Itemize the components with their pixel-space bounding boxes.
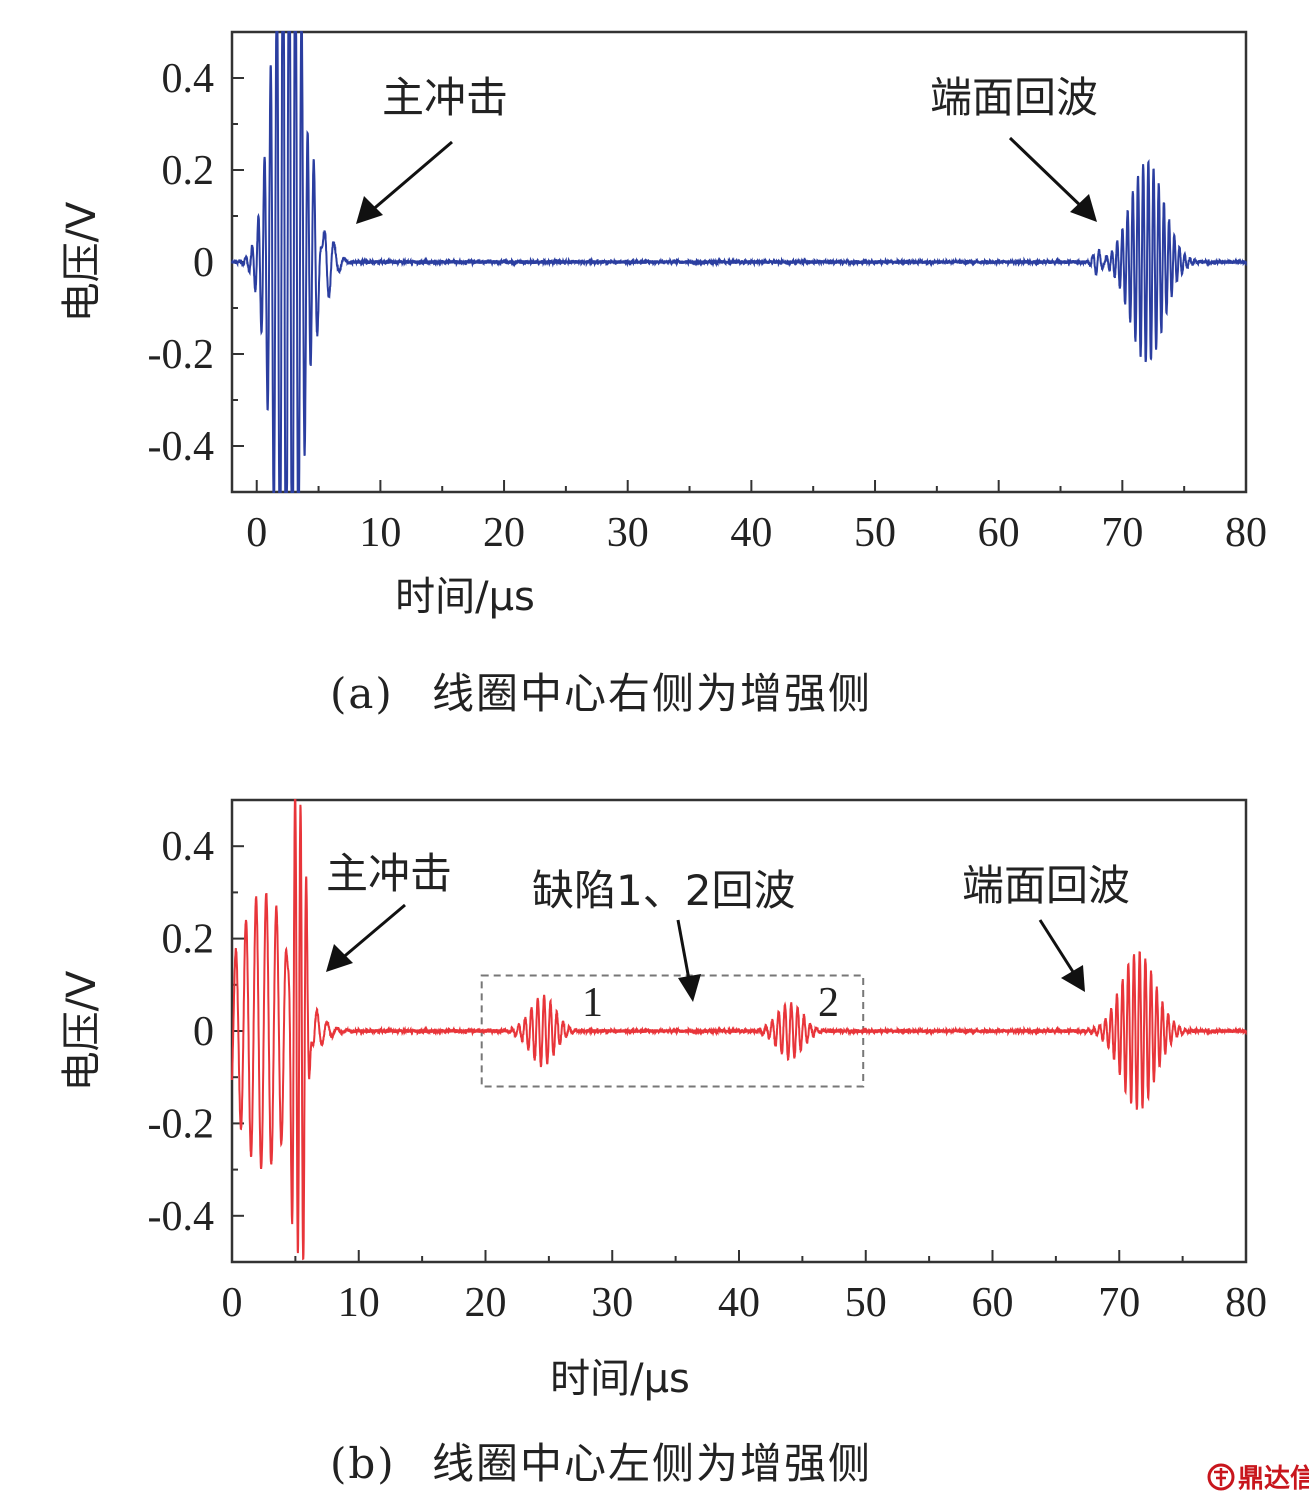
x-tick-label: 40 — [730, 510, 772, 556]
x-tick-label: 80 — [1225, 1280, 1267, 1326]
x-tick-label: 20 — [483, 510, 525, 556]
x-tick-label: 30 — [591, 1280, 633, 1326]
y-axis-title: 电压/V — [59, 970, 105, 1091]
annotation-end-echo: 端面回波 — [962, 861, 1130, 910]
x-tick-label: 70 — [1101, 510, 1143, 556]
x-tick-label: 30 — [607, 510, 649, 556]
y-tick-label: 0.2 — [162, 148, 215, 194]
caption-label-b: (b) — [330, 1439, 396, 1488]
annotation-main-impact: 主冲击 — [382, 73, 508, 122]
x-tick-label: 50 — [854, 510, 896, 556]
y-tick-label: -0.4 — [148, 424, 215, 470]
y-tick-label: 0 — [193, 240, 214, 286]
x-tick-label: 0 — [222, 1280, 243, 1326]
caption-label-a: (a) — [330, 669, 394, 718]
y-tick-labels: 0.4 0.2 0 -0.2 -0.4 — [148, 824, 215, 1240]
watermark-text: 鼎达信 — [1238, 1464, 1309, 1494]
signal-line-b — [231, 799, 1247, 1261]
x-tick-labels: 0 10 20 30 40 50 60 70 80 — [246, 510, 1267, 556]
y-tick-label: -0.2 — [148, 1101, 215, 1147]
caption-b: 线圈中心左侧为增强侧 — [432, 1439, 872, 1488]
watermark: 鼎达信 — [1207, 1463, 1309, 1494]
arrow-end-echo — [1008, 136, 1097, 222]
y-tick-labels: 0.4 0.2 0 -0.2 -0.4 — [148, 56, 215, 470]
x-tick-label: 40 — [718, 1280, 760, 1326]
y-tick-label: 0.2 — [162, 917, 215, 963]
arrow-main-impact — [356, 140, 453, 224]
y-tick-label: -0.4 — [148, 1194, 215, 1240]
dingdaxin-logo-icon — [1207, 1463, 1235, 1491]
annotation-main-impact: 主冲击 — [326, 849, 452, 898]
x-tick-label: 50 — [845, 1280, 887, 1326]
x-tick-label: 60 — [972, 1280, 1014, 1326]
x-axis-title: 时间/μs — [550, 1356, 690, 1402]
y-tick-label: 0.4 — [162, 56, 215, 102]
y-tick-label: 0 — [193, 1009, 214, 1055]
chart-panel-b: 0.40.20-0.2-0.4 0 10 20 30 40 50 60 70 80 时间/μs … — [59, 798, 1268, 1488]
arrow-defect-echo — [676, 919, 701, 1002]
y-tick-label: 0.4 — [162, 824, 215, 870]
defect-label-2: 2 — [818, 980, 839, 1026]
chart-panel-a: 0.40.20-0.2-0.4 0 10 20 30 40 50 60 70 80 时间/μs … — [59, 30, 1267, 718]
arrow-end-echo — [1038, 919, 1085, 992]
x-tick-label: 20 — [465, 1280, 507, 1326]
x-tick-label: 10 — [359, 510, 401, 556]
x-tick-labels: 0 10 20 30 40 50 60 70 80 — [222, 1280, 1268, 1326]
x-tick-label: 60 — [978, 510, 1020, 556]
x-axis-title: 时间/μs — [395, 574, 535, 620]
annotation-end-echo: 端面回波 — [930, 73, 1098, 122]
y-tick-label: -0.2 — [148, 332, 215, 378]
y-axis-title: 电压/V — [59, 201, 105, 322]
defect-label-1: 1 — [582, 980, 603, 1026]
x-tick-label: 0 — [246, 510, 267, 556]
x-tick-label: 80 — [1225, 510, 1267, 556]
annotation-defect-echo: 缺陷1、2回波 — [532, 866, 795, 915]
tick-marks — [231, 845, 1247, 1262]
x-tick-label: 10 — [338, 1280, 380, 1326]
x-tick-label: 70 — [1098, 1280, 1140, 1326]
caption-a: 线圈中心右侧为增强侧 — [432, 669, 872, 718]
arrow-main-impact — [326, 903, 406, 972]
tick-marks — [232, 77, 1247, 492]
signal-line-a — [231, 31, 1247, 493]
